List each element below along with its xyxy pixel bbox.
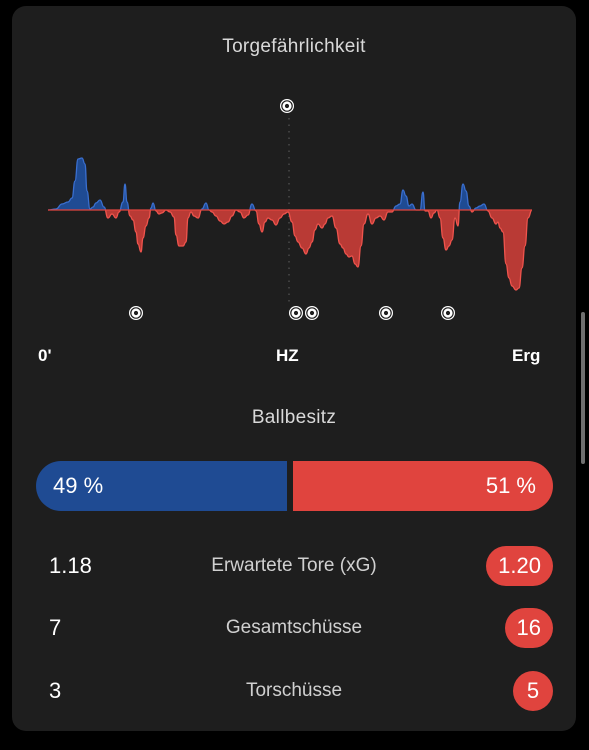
home-possession-bar: 49 % xyxy=(36,461,287,511)
home-momentum-area xyxy=(48,158,532,210)
away-momentum-line xyxy=(48,210,533,291)
away-possession-bar: 51 % xyxy=(293,461,553,511)
away-goal-soccer-ball-icon xyxy=(129,306,143,320)
stat-label: Gesamtschüsse xyxy=(225,617,363,638)
stat-home-value: 3 xyxy=(49,678,62,703)
timeline-halftime-label: HZ xyxy=(276,346,299,365)
stat-away-badge: 5 xyxy=(513,671,553,711)
stat-home-value: 7 xyxy=(49,615,62,640)
away-goal-soccer-ball-icon xyxy=(289,306,303,320)
away-possession-value: 51 % xyxy=(485,473,536,498)
stat-label: Torschüsse xyxy=(245,680,343,701)
stat-label: Erwartete Tore (xG) xyxy=(211,555,377,576)
away-momentum-area xyxy=(48,210,532,290)
stat-away-badge: 1.20 xyxy=(486,546,553,586)
home-possession-value: 49 % xyxy=(53,473,104,498)
stat-away-badge: 16 xyxy=(504,608,553,648)
away-goal-soccer-ball-icon xyxy=(305,306,319,320)
home-momentum-line xyxy=(47,157,532,210)
stat-row-total-shots: 7 Gesamtschüsse 16 xyxy=(12,608,576,648)
timeline-start-label: 0' xyxy=(38,346,52,365)
momentum-chart xyxy=(47,99,533,320)
scrollbar[interactable] xyxy=(581,312,585,464)
away-goal-soccer-ball-icon xyxy=(441,306,455,320)
momentum-title: Torgefährlichkeit xyxy=(222,36,366,57)
timeline-end-label: Erg xyxy=(512,346,541,365)
stat-row-shots-on-target: 3 Torschüsse 5 xyxy=(12,671,576,711)
stat-home-value: 1.18 xyxy=(49,553,92,578)
home-goal-soccer-ball-icon xyxy=(280,99,294,113)
possession-title: Ballbesitz xyxy=(251,407,337,428)
match-stats-card: Torgefährlichkeit 0' HZ Erg Ballbesitz 4… xyxy=(12,6,576,731)
stat-row-xg: 1.18 Erwartete Tore (xG) 1.20 xyxy=(12,546,576,586)
away-goal-soccer-ball-icon xyxy=(379,306,393,320)
